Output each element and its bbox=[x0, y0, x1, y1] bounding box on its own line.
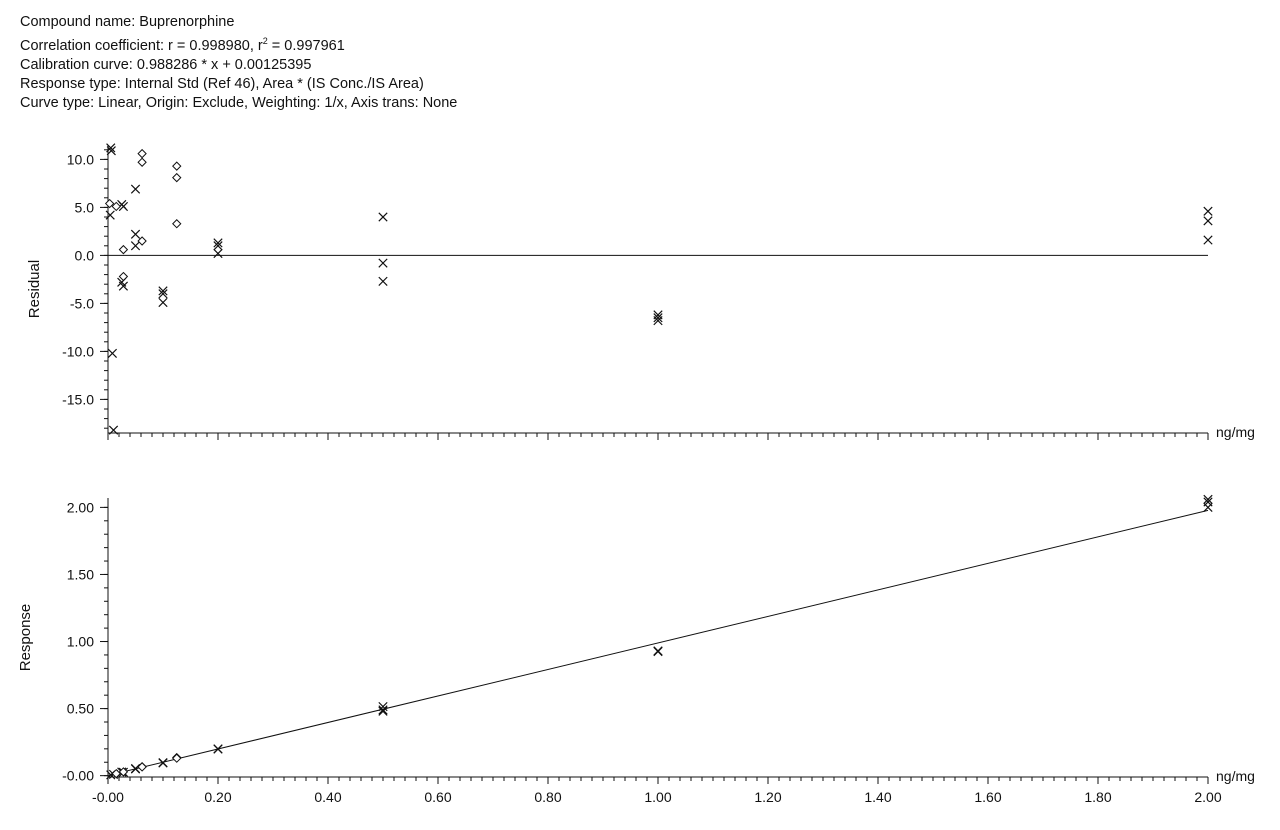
diamond-marker-point bbox=[137, 148, 147, 159]
y-axis-label: Response bbox=[17, 604, 34, 672]
correlation-coefficient: Correlation coefficient: r = 0.998980, r… bbox=[20, 32, 457, 56]
x-marker-point bbox=[653, 316, 663, 326]
x-marker-point bbox=[378, 705, 388, 715]
diamond-marker-point bbox=[118, 244, 129, 255]
y-tick-label: 2.00 bbox=[67, 499, 94, 515]
diamond-marker-point bbox=[172, 219, 182, 229]
x-marker-point bbox=[130, 184, 141, 194]
response-type: Response type: Internal Std (Ref 46), Ar… bbox=[20, 75, 424, 92]
x-tick-label: 2.00 bbox=[1194, 789, 1221, 805]
x-marker-point bbox=[378, 706, 388, 716]
x-marker-point bbox=[213, 241, 223, 251]
x-marker-point bbox=[378, 258, 388, 268]
x-axis-label: ng/mg bbox=[1216, 768, 1255, 784]
diamond-marker-point bbox=[137, 762, 147, 772]
x-marker-point bbox=[653, 313, 663, 323]
diamond-marker-point bbox=[172, 172, 182, 183]
x-marker-point bbox=[118, 281, 129, 291]
x-marker-point bbox=[158, 758, 168, 768]
x-marker-point bbox=[213, 744, 223, 754]
x-axis-label: ng/mg bbox=[1216, 424, 1255, 440]
x-marker-point bbox=[158, 286, 168, 296]
chart-header: Compound name: Buprenorphine Correlation… bbox=[20, 13, 457, 113]
x-marker-point bbox=[106, 143, 116, 153]
y-tick-label: 10.0 bbox=[67, 151, 94, 167]
x-marker-point bbox=[1203, 494, 1213, 504]
x-marker-point bbox=[107, 348, 118, 358]
x-marker-point bbox=[108, 425, 119, 435]
x-tick-label: 1.40 bbox=[864, 789, 891, 805]
curve-type: Curve type: Linear, Origin: Exclude, Wei… bbox=[20, 94, 458, 111]
y-tick-label: -15.0 bbox=[62, 391, 94, 407]
y-tick-label: -10.0 bbox=[62, 343, 94, 359]
x-marker-point bbox=[130, 241, 141, 251]
diamond-marker-point bbox=[111, 768, 121, 779]
diamond-marker-point bbox=[104, 198, 115, 209]
response-plot: 2.00 1.50 1.00 0.50 -0.00 -0.00 0.20 0.40 0.60 0.… bbox=[17, 494, 1255, 805]
x-marker-point bbox=[105, 210, 115, 220]
x-tick-label: 1.80 bbox=[1084, 789, 1111, 805]
correlation-text: Correlation coefficient: r = 0.998980, r bbox=[20, 37, 263, 54]
x-marker-point bbox=[130, 229, 141, 239]
r-squared-value: = 0.997961 bbox=[267, 37, 345, 54]
x-marker-point bbox=[378, 276, 388, 286]
diamond-marker-point bbox=[137, 157, 147, 167]
x-marker-point bbox=[213, 248, 223, 259]
x-marker-point bbox=[653, 646, 663, 657]
diamond-marker-point bbox=[172, 161, 182, 171]
calibration-curve: Calibration curve: 0.988286 * x + 0.0012… bbox=[20, 56, 312, 73]
x-marker-point bbox=[213, 238, 223, 248]
x-tick-label: 0.20 bbox=[204, 789, 231, 805]
diamond-marker-point bbox=[172, 753, 182, 763]
y-axis-label: Residual bbox=[26, 260, 43, 318]
diamond-marker-point bbox=[118, 767, 129, 777]
x-tick-label: 1.20 bbox=[754, 789, 781, 805]
diamond-marker-point bbox=[137, 236, 147, 246]
x-marker-point bbox=[1203, 235, 1213, 245]
x-tick-label: 1.60 bbox=[974, 789, 1001, 805]
compound-name: Compound name: Buprenorphine bbox=[20, 14, 235, 30]
x-marker-point bbox=[378, 701, 388, 712]
y-tick-label: 1.50 bbox=[67, 566, 94, 582]
x-marker-point bbox=[106, 146, 116, 156]
x-tick-label: 1.00 bbox=[644, 789, 671, 805]
residual-plot: 10.0 5.0 0.0 -5.0 -10.0 -15.0 ng/mg Residual bbox=[26, 143, 1255, 440]
diamond-marker-point bbox=[118, 271, 129, 282]
y-tick-label: 1.00 bbox=[67, 634, 94, 650]
x-tick-label: 0.60 bbox=[424, 789, 451, 805]
y-tick-label: 0.0 bbox=[75, 247, 95, 263]
x-marker-point bbox=[1203, 206, 1213, 216]
x-tick-label: 0.80 bbox=[534, 789, 561, 805]
x-marker-point bbox=[158, 289, 168, 299]
x-marker-point bbox=[378, 212, 388, 222]
x-marker-point bbox=[1203, 502, 1213, 513]
y-tick-label: 0.50 bbox=[67, 701, 94, 717]
x-marker-point bbox=[1203, 216, 1213, 226]
regression-fit-line bbox=[107, 509, 1209, 776]
y-tick-label: -0.00 bbox=[62, 768, 94, 784]
x-tick-label: -0.00 bbox=[92, 789, 124, 805]
diamond-marker-point bbox=[111, 201, 121, 212]
x-marker-point bbox=[158, 297, 168, 308]
r-squared-superscript: 2 bbox=[262, 36, 268, 46]
y-tick-label: 5.0 bbox=[75, 199, 95, 215]
x-marker-point bbox=[118, 201, 129, 212]
x-tick-label: 0.40 bbox=[314, 789, 341, 805]
y-tick-label: -5.0 bbox=[70, 295, 94, 311]
